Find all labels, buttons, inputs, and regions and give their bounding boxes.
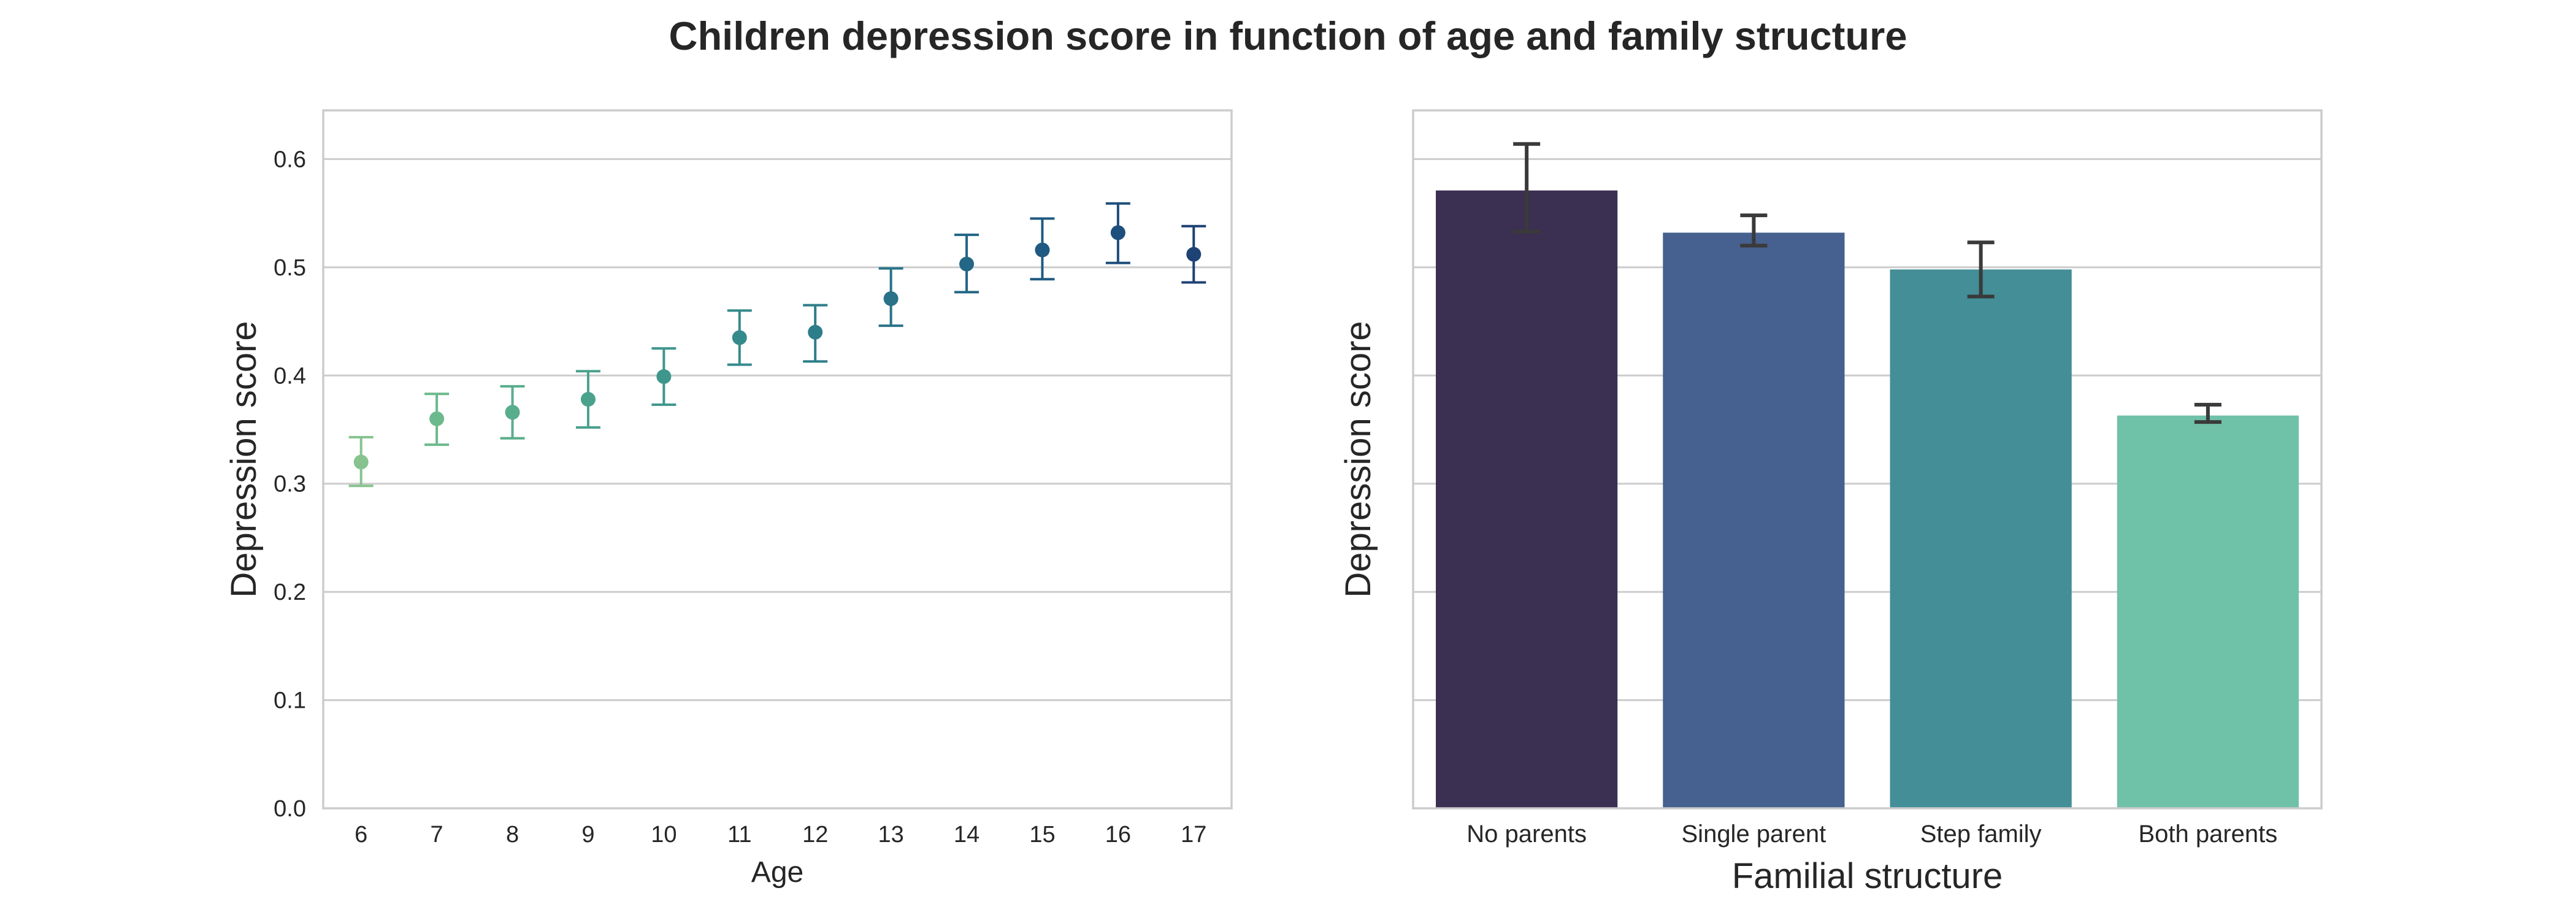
panel1-x-tick-label: 17 xyxy=(1181,822,1206,848)
panel2-x-tick-label: No parents xyxy=(1466,821,1587,848)
panel1-point-age-15 xyxy=(1035,242,1050,258)
panel1-point-age-13 xyxy=(883,291,899,306)
panel1-x-tick-label: 14 xyxy=(954,822,979,848)
panel1-frame xyxy=(322,109,1233,810)
panel1-point-age-17 xyxy=(1186,247,1202,262)
panel1-x-tick-label: 12 xyxy=(802,822,828,848)
panel1-y-tick-label: 0.4 xyxy=(274,363,306,389)
panel1-x-tick-label: 6 xyxy=(355,822,367,848)
panel1-point-age-8 xyxy=(505,405,520,420)
panel1-point-age-6 xyxy=(353,454,369,470)
panel2-bar-no-parents xyxy=(1436,190,1618,808)
panel1-x-axis-label: Age xyxy=(751,856,803,889)
panel1-point-age-9 xyxy=(580,392,596,407)
panel1-y-tick-label: 0.3 xyxy=(274,472,306,497)
panel2-bar-both-parents xyxy=(2117,415,2299,808)
panel2-x-tick-label: Both parents xyxy=(2138,821,2277,848)
panel1-x-tick-label: 13 xyxy=(878,822,903,848)
panel1-x-tick-label: 16 xyxy=(1105,822,1131,848)
panel2-x-tick-label: Single parent xyxy=(1682,821,1827,848)
panel1-y-tick-label: 0.2 xyxy=(274,580,306,605)
panel1-x-tick-label: 8 xyxy=(506,822,519,848)
figure-title: Children depression score in function of… xyxy=(669,13,1907,58)
panel1-y-axis-label: Depression score xyxy=(224,321,264,597)
panel1-x-tick-label: 7 xyxy=(431,822,443,848)
panel1-point-age-14 xyxy=(959,256,975,272)
panel1-y-tick-label: 0.1 xyxy=(274,688,306,714)
panel1-point-age-16 xyxy=(1110,225,1125,240)
panel2-frame xyxy=(1412,109,2323,810)
panel1-x-tick-label: 11 xyxy=(727,822,751,848)
panel1-x-tick-label: 15 xyxy=(1029,822,1055,848)
panel1-point-age-12 xyxy=(808,324,823,340)
panel1-y-tick-label: 0.5 xyxy=(274,255,306,281)
panel1-y-tick-label: 0.6 xyxy=(274,147,306,172)
panel2-x-axis-label: Familial structure xyxy=(1732,856,2003,896)
panel1-point-age-10 xyxy=(656,369,672,385)
panel1-y-tick-label: 0.0 xyxy=(274,796,306,822)
panel1-point-age-7 xyxy=(429,411,445,426)
panel1-x-tick-label: 9 xyxy=(581,822,594,848)
panel1-x-tick-label: 10 xyxy=(651,822,677,848)
panel2-bar-single-parent xyxy=(1663,232,1845,808)
panel2-y-axis-label: Depression score xyxy=(1338,321,1378,597)
panel2-x-tick-label: Step family xyxy=(1920,821,2042,848)
panel1-point-age-11 xyxy=(732,330,747,345)
panel2-bar-step-family xyxy=(1890,269,2072,808)
